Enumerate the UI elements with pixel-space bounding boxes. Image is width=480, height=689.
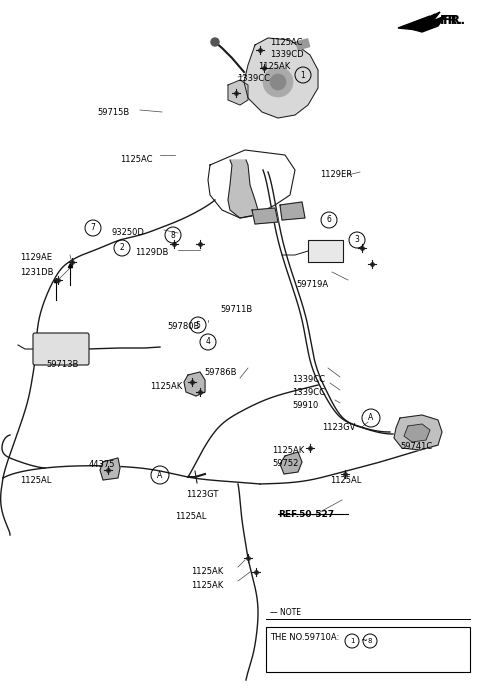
Text: 1125AK: 1125AK <box>272 446 304 455</box>
Text: FR.: FR. <box>443 14 466 27</box>
Polygon shape <box>100 458 120 480</box>
Polygon shape <box>252 208 278 224</box>
Text: THE NO.59710A:: THE NO.59710A: <box>270 633 339 642</box>
Text: 7: 7 <box>91 223 96 232</box>
Text: 1125AK: 1125AK <box>150 382 182 391</box>
Text: 1125AK: 1125AK <box>191 567 223 576</box>
Bar <box>266 627 470 672</box>
Bar <box>308 240 343 262</box>
Text: 8: 8 <box>368 638 372 644</box>
Text: 1129ER: 1129ER <box>320 170 352 179</box>
Text: 4: 4 <box>205 338 210 347</box>
Text: 59752: 59752 <box>272 459 299 468</box>
Text: 59786B: 59786B <box>204 368 237 377</box>
Bar <box>296 39 310 50</box>
Text: REF.50-527: REF.50-527 <box>278 510 334 519</box>
Text: 59711B: 59711B <box>220 305 252 314</box>
Text: 1: 1 <box>350 638 354 644</box>
Text: 3: 3 <box>355 236 360 245</box>
FancyBboxPatch shape <box>33 333 89 365</box>
Text: 1125AL: 1125AL <box>175 512 206 521</box>
Text: 6: 6 <box>326 216 331 225</box>
Circle shape <box>270 74 286 90</box>
Text: 1129DB: 1129DB <box>135 248 168 257</box>
Text: ~: ~ <box>360 637 367 646</box>
Text: 59719A: 59719A <box>296 280 328 289</box>
Text: 1125AK: 1125AK <box>258 62 290 71</box>
Circle shape <box>211 38 219 46</box>
Text: A: A <box>157 471 163 480</box>
Polygon shape <box>228 80 248 105</box>
Text: 2: 2 <box>120 243 124 252</box>
Text: 1339CD: 1339CD <box>270 50 304 59</box>
Text: 59713B: 59713B <box>46 360 78 369</box>
Polygon shape <box>398 12 440 30</box>
Text: 1129AE: 1129AE <box>20 253 52 262</box>
Text: 93250D: 93250D <box>112 228 145 237</box>
Text: 1339CC: 1339CC <box>292 388 325 397</box>
Polygon shape <box>408 14 445 32</box>
Polygon shape <box>244 38 318 118</box>
Text: FR.: FR. <box>440 14 463 26</box>
Text: 1123GT: 1123GT <box>186 490 218 499</box>
Polygon shape <box>280 202 305 220</box>
Text: 59715B: 59715B <box>97 108 129 117</box>
Text: 5: 5 <box>195 320 201 329</box>
Text: 1339CC: 1339CC <box>292 375 325 384</box>
Polygon shape <box>280 452 302 474</box>
Text: 1125AC: 1125AC <box>270 38 302 47</box>
Text: 1231DB: 1231DB <box>20 268 53 277</box>
Text: A: A <box>368 413 373 422</box>
Text: 1125AC: 1125AC <box>120 155 153 164</box>
Text: 1125AK: 1125AK <box>191 581 223 590</box>
Text: 59741C: 59741C <box>400 442 432 451</box>
Text: 59910: 59910 <box>292 401 318 410</box>
Text: 1125AL: 1125AL <box>330 476 361 485</box>
Text: 1339CC: 1339CC <box>237 74 270 83</box>
Text: 8: 8 <box>170 231 175 240</box>
Text: 1: 1 <box>300 70 305 79</box>
Polygon shape <box>228 160 258 218</box>
Text: — NOTE: — NOTE <box>270 608 301 617</box>
Polygon shape <box>404 424 430 442</box>
Polygon shape <box>394 415 442 450</box>
Text: 44375: 44375 <box>89 460 116 469</box>
Polygon shape <box>184 372 205 396</box>
Text: 1123GV: 1123GV <box>322 423 355 432</box>
Text: 1125AL: 1125AL <box>20 476 51 485</box>
Text: 59780B: 59780B <box>167 322 199 331</box>
Circle shape <box>263 67 293 97</box>
